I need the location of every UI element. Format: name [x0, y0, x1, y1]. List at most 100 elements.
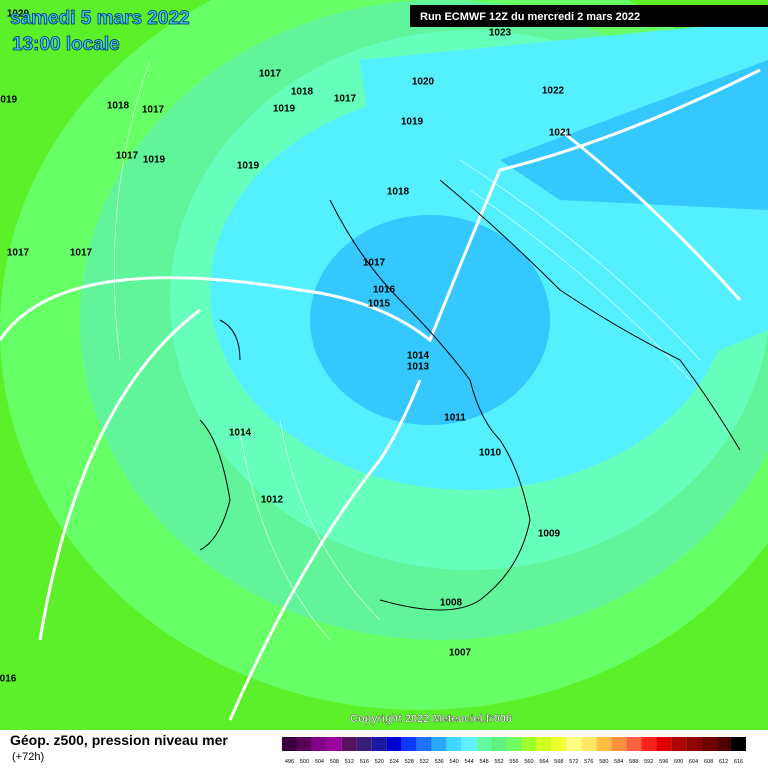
footer-lead: (+72h) — [12, 751, 44, 763]
scale-swatch — [431, 737, 447, 751]
isobar-label: 1013 — [407, 362, 430, 373]
scale-label: 564 — [539, 759, 548, 765]
scale-label: 504 — [315, 759, 324, 765]
scale-swatch — [581, 737, 597, 751]
scale-swatch — [296, 737, 312, 751]
isobar-label: 1007 — [449, 648, 472, 659]
scale-label: 612 — [719, 759, 728, 765]
scale-swatch — [611, 737, 627, 751]
scale-swatch — [716, 737, 732, 751]
scale-swatch — [416, 737, 432, 751]
scale-swatch — [341, 737, 357, 751]
scale-label: 576 — [584, 759, 593, 765]
scale-label: 512 — [345, 759, 354, 765]
date: samedi 5 mars 2022 — [10, 8, 190, 29]
scale-label: 580 — [599, 759, 608, 765]
isobar-label: 1008 — [440, 598, 463, 609]
scale-swatch — [506, 737, 522, 751]
isobar-label: 1022 — [542, 86, 565, 97]
scale-swatch — [446, 737, 462, 751]
isobar-label: 1018 — [387, 187, 410, 198]
scale-label: 616 — [734, 759, 743, 765]
scale-label: 516 — [360, 759, 369, 765]
scale-swatch — [311, 737, 327, 751]
isobar-label: 1019 — [0, 95, 18, 106]
isobar-label: 1019 — [143, 155, 166, 166]
scale-label: 532 — [420, 759, 429, 765]
scale-label: 592 — [644, 759, 653, 765]
scale-swatch — [282, 737, 297, 751]
scale-swatch — [626, 737, 642, 751]
isobar-label: 1017 — [142, 105, 165, 116]
scale-swatch — [731, 737, 746, 751]
scale-swatch — [491, 737, 507, 751]
scale-swatch — [356, 737, 372, 751]
isobar-label: 1023 — [489, 28, 512, 39]
scale-label: 508 — [330, 759, 339, 765]
scale-label: 584 — [614, 759, 623, 765]
scale-label: 540 — [450, 759, 459, 765]
scale-label: 552 — [494, 759, 503, 765]
scale-label: 600 — [674, 759, 683, 765]
isobar-label: 1020 — [412, 77, 435, 88]
isobar-label: 1017 — [363, 258, 386, 269]
isolines-z500 — [0, 68, 761, 721]
scale-swatch — [686, 737, 702, 751]
isobar-label: 1014 — [407, 351, 430, 362]
scale-label: 524 — [390, 759, 399, 765]
scale-swatch — [326, 737, 342, 751]
isobar-label: 1015 — [368, 299, 391, 310]
copyright: Copyright 2022 Meteociel.fr006 — [350, 713, 512, 725]
isobar-label: 016 — [0, 674, 17, 685]
scale-label: 528 — [405, 759, 414, 765]
isobar-label: 1018 — [107, 101, 130, 112]
scale-label: 568 — [554, 759, 563, 765]
scale-swatch — [461, 737, 477, 751]
scale-swatch — [656, 737, 672, 751]
isobar-label: 1021 — [549, 128, 572, 139]
scale-swatch — [536, 737, 552, 751]
scale-swatch — [671, 737, 687, 751]
scale-swatch — [371, 737, 387, 751]
scale-label: 548 — [479, 759, 488, 765]
isobar-label: 1017 — [259, 69, 282, 80]
isobar-label: 1019 — [273, 104, 296, 115]
scale-swatch — [566, 737, 582, 751]
isobar-label: 1012 — [261, 495, 284, 506]
isobar-labels: 1020 1019 1023 1020 1022 1017 1018 1017 1019 1018… — [0, 9, 572, 685]
scale-swatch — [596, 737, 612, 751]
isobar-label: 1017 — [116, 151, 139, 162]
scale-label: 536 — [435, 759, 444, 765]
isobar-label: 1014 — [229, 428, 252, 439]
isobar-label: 1009 — [538, 529, 561, 540]
scale-label: 500 — [300, 759, 309, 765]
isobar-label: 1019 — [401, 117, 424, 128]
coastlines — [199, 179, 741, 611]
scale-label: 572 — [569, 759, 578, 765]
scale-label: 596 — [659, 759, 668, 765]
scale-swatch — [551, 737, 567, 751]
isobars — [113, 59, 701, 641]
scale-label: 544 — [465, 759, 474, 765]
isobar-label: 1010 — [479, 448, 502, 459]
isobar-label: 1019 — [237, 161, 260, 172]
scale-label: 608 — [704, 759, 713, 765]
scale-label: 520 — [375, 759, 384, 765]
isobar-label: 1011 — [444, 413, 466, 424]
run-box — [410, 5, 768, 27]
isobar-label: 1017 — [334, 94, 357, 105]
isobar-label: 1016 — [373, 285, 396, 296]
scale-label: 556 — [509, 759, 518, 765]
time: 13:00 locale — [12, 34, 120, 55]
isobar-label: 1020 — [7, 9, 30, 20]
scale-label: 496 — [285, 759, 294, 765]
footer-title: Géop. z500, pression niveau mer — [10, 732, 228, 748]
scale-swatch — [701, 737, 717, 751]
scale-swatch — [521, 737, 537, 751]
scale-swatch — [476, 737, 492, 751]
run: Run ECMWF 12Z du mercredi 2 mars 2022 — [420, 11, 640, 23]
scale-label: 560 — [524, 759, 533, 765]
isobar-label: 1017 — [70, 248, 93, 259]
color-scale: 496 500 504 508 512 516 520 524 528 532 536 540 544 5… — [282, 737, 746, 765]
